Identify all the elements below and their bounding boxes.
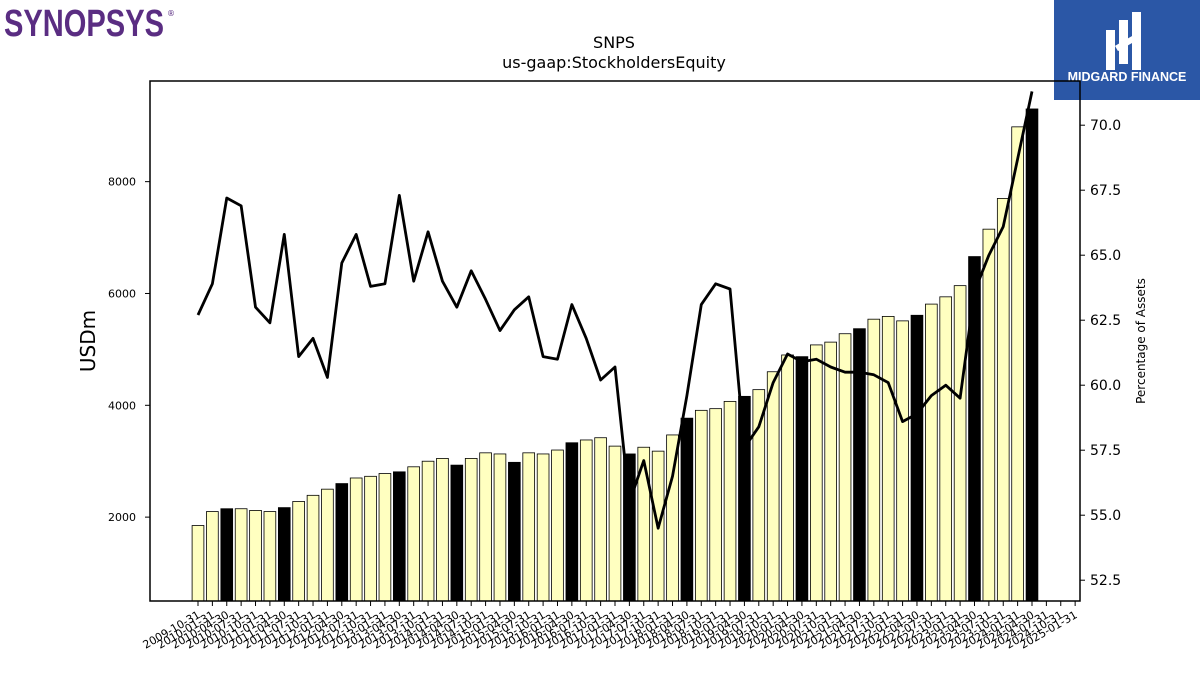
bar-2017-01-31 [608, 445, 622, 602]
y-axis-left: 2000 4000 6000 8000 [108, 176, 150, 524]
bar-2014-07-31 [464, 458, 478, 602]
bar-2019-01-31 [723, 400, 737, 602]
y-tick-label: 4000 [108, 399, 136, 412]
bar-2012-10-31 [364, 475, 377, 602]
bar-2024-04-30 [1025, 108, 1039, 602]
y2-axis-label: Percentage of Assets [1134, 278, 1148, 404]
bar-2011-04-30 [277, 507, 291, 602]
bar-2022-04-30 [910, 314, 924, 602]
bar-2010-10-31 [249, 510, 262, 602]
bar-2020-01-31 [781, 354, 794, 602]
x-axis: 2009-10-312010-01-312010-04-302010-07-31… [141, 601, 1080, 652]
registered-mark: ® [167, 9, 175, 18]
y2-tick-label: 67.5 [1090, 183, 1121, 199]
bar-series [191, 108, 1039, 602]
bar-2019-07-31 [752, 389, 766, 602]
bar-2011-10-31 [306, 494, 320, 602]
bar-2013-07-31 [407, 466, 420, 602]
bar-2020-07-31 [810, 344, 823, 602]
bar-2014-01-31 [436, 458, 449, 602]
bar-2022-10-31 [939, 296, 953, 602]
y-axis-label: USDm [76, 310, 100, 372]
bar-2021-01-31 [838, 333, 852, 602]
bar-2023-10-31 [996, 198, 1010, 602]
bar-2021-04-30 [853, 328, 866, 602]
bar-2019-04-30 [738, 395, 751, 602]
y-axis-right: 52.5 55.0 57.5 60.0 62.5 65.0 67.5 70.0 [1080, 118, 1121, 589]
bar-2022-01-31 [896, 320, 909, 602]
synopsys-logo: SYNOPSYS ® [4, 3, 175, 44]
bar-2014-10-31 [479, 452, 492, 602]
bar-2011-07-31 [292, 501, 305, 602]
bar-2015-10-31 [536, 453, 550, 602]
bar-2013-04-30 [393, 471, 406, 602]
bar-2013-10-31 [421, 460, 435, 602]
y2-tick-label: 55.0 [1090, 508, 1121, 524]
bar-2024-01-31 [1011, 126, 1024, 602]
bar-2010-01-31 [206, 511, 219, 602]
bar-2014-04-30 [450, 464, 464, 602]
bar-2020-04-30 [795, 356, 809, 602]
midgard-emblem-icon [1106, 12, 1141, 70]
bar-2010-07-31 [234, 508, 248, 602]
bar-2015-04-30 [508, 461, 521, 602]
bar-2021-07-31 [867, 318, 881, 602]
bar-2012-07-31 [349, 477, 363, 602]
synopsys-logo-text: SYNOPSYS [4, 3, 164, 44]
bar-2018-10-31 [709, 408, 722, 602]
bar-2020-10-31 [824, 341, 837, 602]
chart-title: SNPS [593, 33, 635, 52]
bar-2015-07-31 [522, 452, 536, 602]
bar-2016-01-31 [551, 449, 564, 602]
midgard-finance-logo: MIDGARD FINANCE [1054, 0, 1200, 100]
y2-tick-label: 52.5 [1090, 573, 1121, 589]
bar-2013-01-31 [378, 473, 392, 602]
bar-2016-10-31 [594, 437, 607, 602]
y-tick-label: 2000 [108, 511, 136, 524]
y2-tick-label: 70.0 [1090, 118, 1121, 134]
percentage-of-assets-line [196, 91, 1034, 530]
midgard-logo-text: MIDGARD FINANCE [1068, 70, 1187, 84]
bar-2012-01-31 [321, 488, 334, 602]
bar-2011-01-31 [263, 511, 277, 602]
y2-tick-label: 60.0 [1090, 378, 1121, 394]
bar-2023-01-31 [953, 285, 967, 602]
bar-2018-07-31 [694, 409, 708, 602]
bar-2012-04-30 [335, 483, 349, 602]
line-series [196, 91, 1034, 530]
chart-subtitle: us-gaap:StockholdersEquity [502, 53, 726, 72]
y-tick-label: 8000 [108, 176, 136, 189]
bar-2021-10-31 [881, 315, 895, 602]
bar-2016-07-31 [579, 439, 593, 602]
y-tick-label: 6000 [108, 287, 136, 300]
y2-tick-label: 57.5 [1090, 443, 1121, 459]
bar-2023-07-31 [982, 228, 996, 602]
bar-2009-10-31 [191, 525, 205, 602]
bar-2010-04-30 [220, 508, 234, 602]
bar-2023-04-30 [968, 256, 981, 602]
bar-2015-01-31 [493, 453, 507, 602]
bar-2019-10-31 [766, 371, 780, 602]
bar-2016-04-30 [565, 442, 579, 602]
bar-2018-04-30 [680, 417, 694, 602]
bar-2022-07-31 [925, 303, 938, 602]
y2-tick-label: 62.5 [1090, 313, 1121, 329]
y2-tick-label: 65.0 [1090, 248, 1121, 264]
